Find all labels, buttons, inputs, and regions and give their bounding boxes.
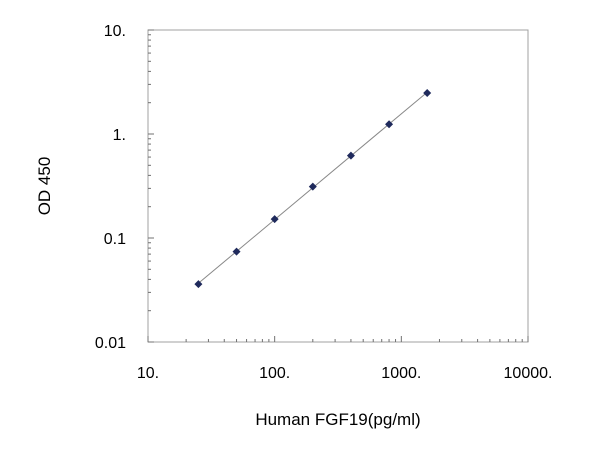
x-axis-tick-labels: 10. 100. 1000. 10000. — [137, 365, 553, 382]
y-axis-tick-labels: 0.01 0.1 1. 10. — [95, 23, 126, 352]
x-axis-title: Human FGF19(pg/ml) — [255, 410, 420, 429]
data-point — [308, 182, 317, 191]
y-tick-label: 1. — [113, 127, 126, 144]
data-point — [232, 247, 241, 256]
x-tick-label: 10000. — [504, 365, 553, 382]
data-points — [194, 88, 432, 289]
data-point — [346, 151, 355, 160]
data-point — [385, 120, 394, 129]
x-tick-label: 1000. — [381, 365, 421, 382]
data-point — [423, 88, 432, 97]
data-point — [270, 215, 279, 224]
y-tick-label: 0.1 — [104, 231, 126, 248]
x-tick-label: 10. — [137, 365, 159, 382]
y-tick-label: 10. — [104, 23, 126, 40]
y-tick-label: 0.01 — [95, 335, 126, 352]
data-point — [194, 280, 203, 289]
x-tick-label: 100. — [259, 365, 290, 382]
x-axis-ticks — [147, 336, 529, 342]
plot-area — [147, 29, 529, 343]
y-axis-title: OD 450 — [35, 157, 54, 216]
y-axis-ticks — [148, 29, 154, 343]
